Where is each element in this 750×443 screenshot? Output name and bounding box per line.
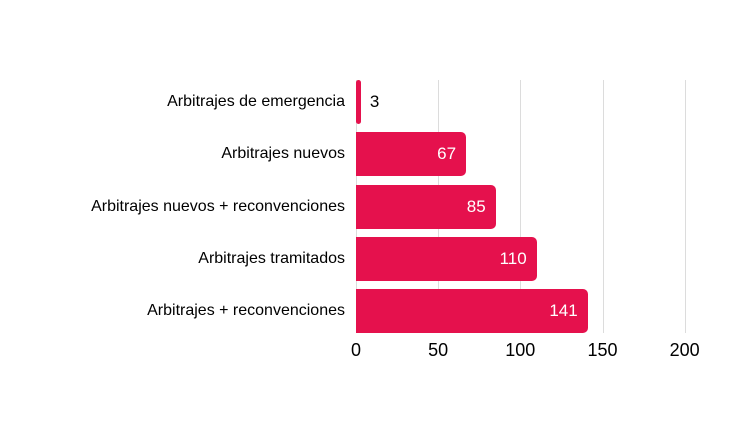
x-tick-label: 150 — [587, 340, 618, 360]
bar: 85 — [356, 184, 496, 229]
x-tick-label: 50 — [428, 340, 449, 360]
gridline — [684, 80, 686, 333]
category-label: Arbitrajes + reconvenciones — [147, 302, 345, 319]
category-label: Arbitrajes tramitados — [198, 249, 345, 267]
x-axis: 0 50 100 150 200 — [351, 339, 700, 363]
bar-row: Arbitrajes de emergencia 3 — [0, 80, 750, 124]
category-label: Arbitrajes nuevos — [221, 145, 345, 163]
gridline — [602, 80, 604, 333]
bar-track: 3 — [356, 80, 750, 124]
bar-track: 141 — [356, 289, 750, 333]
x-tick-label: 0 — [350, 340, 362, 360]
bar-row: Arbitrajes nuevos 67 — [0, 132, 750, 177]
bar-row: Arbitrajes + reconvenciones 141 — [0, 289, 750, 333]
bar-row: Arbitrajes nuevos + reconvenciones 85 — [0, 184, 750, 229]
category-label: Arbitrajes nuevos + reconvenciones — [91, 197, 345, 215]
bar-track: 85 — [356, 184, 750, 229]
value-label: 85 — [466, 196, 486, 216]
value-label: 67 — [437, 144, 457, 164]
x-tick-label: 200 — [669, 340, 700, 360]
bar-row: Arbitrajes tramitados 110 — [0, 236, 750, 281]
bar: 67 — [356, 132, 467, 177]
bar-track: 67 — [356, 132, 750, 177]
bar: 141 — [356, 289, 588, 333]
value-label: 141 — [549, 301, 578, 320]
bar — [356, 80, 361, 124]
bar: 110 — [356, 236, 537, 281]
bar-rows: Arbitrajes de emergencia 3 Arbitrajes nuev… — [0, 80, 750, 333]
value-label: 3 — [369, 92, 380, 111]
x-tick-label: 100 — [505, 340, 536, 360]
category-label: Arbitrajes de emergencia — [167, 93, 345, 110]
value-label: 110 — [499, 248, 527, 268]
gridline — [520, 80, 522, 333]
bar-track: 110 — [356, 236, 750, 281]
